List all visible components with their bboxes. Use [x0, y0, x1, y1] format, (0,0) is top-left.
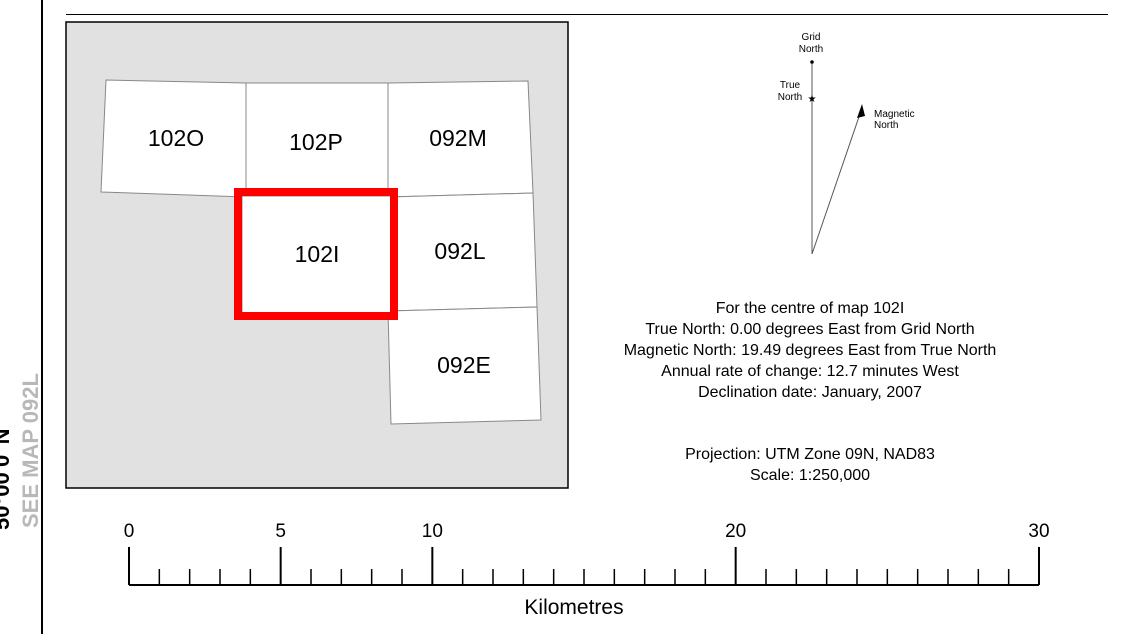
north-arrow-star-icon: ★ [808, 94, 817, 105]
scale-tick-label: 10 [422, 521, 443, 542]
grid-north-label-line1: Grid [802, 32, 821, 43]
true-north-label-line2: North [778, 92, 802, 103]
magnetic-north-label-line1: Magnetic [874, 109, 915, 120]
tile-102I[interactable]: 102I [234, 188, 398, 320]
latitude-label: 50°00'0"N [0, 428, 14, 530]
declination-annual-change: Annual rate of change: 12.7 minutes West [661, 363, 959, 380]
scale-tick-label: 30 [1028, 521, 1049, 542]
declination-info: For the centre of map 102I True North: 0… [590, 298, 1030, 403]
margin-label: SEE MAP 092L 50°00'0"N [0, 0, 44, 634]
tile-092M[interactable]: 092M [387, 80, 534, 198]
declination-magnetic-north: Magnetic North: 19.49 degrees East from … [623, 342, 997, 359]
scale-unit-label: Kilometres [524, 596, 623, 619]
magnetic-north-label-line2: North [874, 120, 898, 131]
declination-true-north: True North: 0.00 degrees East from Grid … [645, 321, 975, 338]
scale-text: Scale: 1:250,000 [749, 467, 871, 484]
scale-tick-label: 5 [275, 521, 286, 542]
magnetic-arrowhead-icon [857, 104, 865, 118]
tile-label: 102I [295, 241, 340, 267]
tile-label: 092M [429, 125, 487, 151]
grid-north-label-line2: North [799, 44, 823, 55]
declination-centre: For the centre of map 102I [715, 300, 905, 317]
tile-092E[interactable]: 092E [387, 306, 542, 425]
projection-info: Projection: UTM Zone 09N, NAD83 Scale: 1… [590, 444, 1030, 486]
tile-102O[interactable]: 102O [100, 79, 247, 198]
tile-label: 102O [148, 125, 204, 151]
scale-tick-label: 20 [725, 521, 746, 542]
see-map-label: SEE MAP 092L [18, 373, 43, 528]
tile-label: 092E [437, 352, 491, 378]
frame-left-border [41, 0, 43, 634]
true-north-label-line1: True [780, 80, 801, 91]
tile-label: 102P [289, 129, 343, 155]
projection-text: Projection: UTM Zone 09N, NAD83 [685, 446, 935, 463]
declination-date: Declination date: January, 2007 [698, 384, 922, 401]
top-rule [66, 14, 1108, 15]
tile-label: 092L [434, 238, 485, 264]
scale-tick-label: 0 [124, 521, 135, 542]
selected-map-highlight [234, 188, 398, 320]
